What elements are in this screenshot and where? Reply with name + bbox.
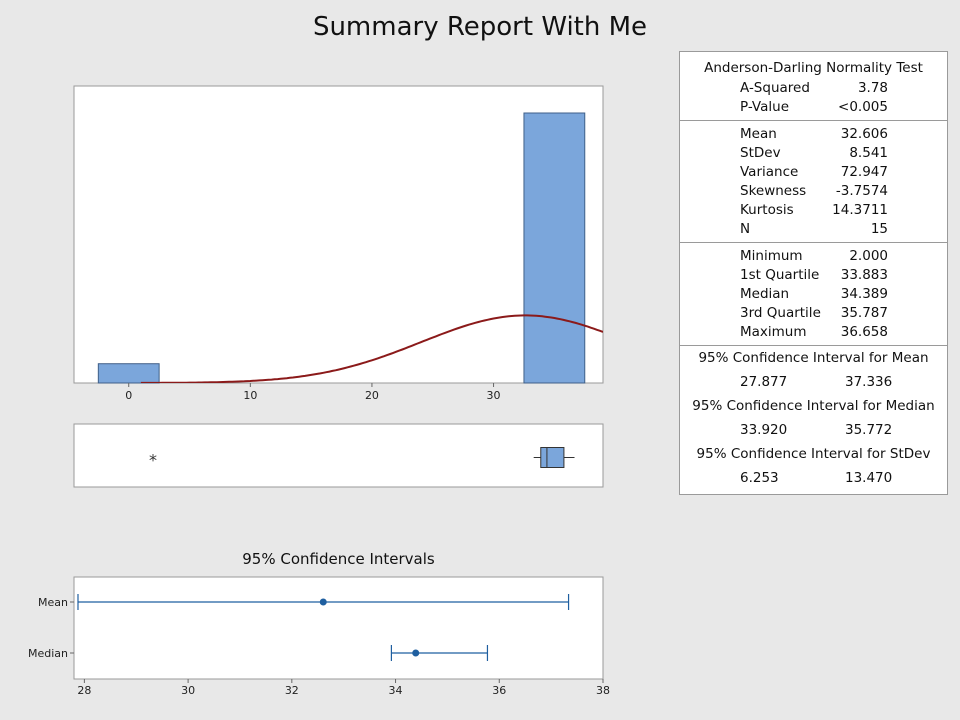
- quantiles-section: Minimum 2.000 1st Quartile 33.883 Median…: [680, 243, 947, 346]
- stat-label: Variance: [740, 164, 799, 180]
- report-title: Summary Report With Me: [312, 12, 648, 42]
- stat-value: 33.883: [840, 267, 888, 283]
- stat-value: 35.787: [840, 305, 888, 321]
- stat-label: Mean: [740, 126, 777, 142]
- interval-category-label: Median: [28, 647, 68, 660]
- histogram-bar: [97, 363, 160, 384]
- ci-chart-title: 95% Confidence Intervals: [242, 550, 435, 568]
- normality-test-section: Anderson-Darling Normality Test A-Square…: [680, 52, 947, 121]
- stat-value: 34.389: [840, 286, 888, 302]
- stat-label: N: [740, 221, 751, 237]
- x-tick-label: 10: [243, 389, 257, 402]
- stat-value: 8.541: [849, 145, 888, 161]
- histogram-panel: 0 10 20 30: [73, 85, 604, 402]
- x-tick-label: 30: [487, 389, 501, 402]
- stats-panel: Anderson-Darling Normality Test A-Square…: [679, 51, 948, 495]
- x-tick-label: 36: [492, 684, 506, 697]
- stat-row: 1st Quartile 33.883: [680, 266, 947, 285]
- x-tick-label: 34: [389, 684, 403, 697]
- stat-row: StDev 8.541: [680, 144, 947, 163]
- stat-row: Minimum 2.000: [680, 247, 947, 266]
- normal-fit-curve: [140, 314, 603, 383]
- stat-value: 3.78: [857, 80, 888, 96]
- stat-label: Minimum: [740, 248, 803, 264]
- ci-upper: 13.470: [845, 470, 893, 486]
- stat-value: 72.947: [840, 164, 888, 180]
- boxplot-plot-area: [73, 423, 604, 488]
- x-tick-label: 28: [77, 684, 91, 697]
- stat-label: 1st Quartile: [740, 267, 820, 283]
- histogram-bar: [523, 112, 586, 384]
- stat-label: A-Squared: [740, 80, 810, 96]
- ci-mean-heading: 95% Confidence Interval for Mean: [698, 350, 929, 366]
- ci-stdev-values: 6.253 13.470: [680, 466, 947, 490]
- stat-value: 14.3711: [832, 202, 888, 218]
- stat-value: 36.658: [840, 324, 888, 340]
- interval-category-label: Mean: [38, 596, 68, 609]
- ci-median-values: 33.920 35.772: [680, 418, 947, 442]
- stat-row: Mean 32.606: [680, 125, 947, 144]
- ci-lower: 6.253: [740, 470, 779, 486]
- stat-label: StDev: [740, 145, 781, 161]
- stat-row: Median 34.389: [680, 285, 947, 304]
- stat-row: Variance 72.947: [680, 163, 947, 182]
- ci-upper: 35.772: [845, 422, 893, 438]
- stat-value: 2.000: [849, 248, 888, 264]
- confidence-interval-panel: Mean Median 28 30 32 34 36 38: [28, 576, 610, 697]
- stat-label: Skewness: [740, 183, 807, 199]
- x-tick-label: 20: [365, 389, 379, 402]
- histogram-plot-area: [73, 85, 604, 384]
- stat-row: Kurtosis 14.3711: [680, 201, 947, 220]
- stat-value: 32.606: [840, 126, 888, 142]
- interval-estimate-point: [412, 649, 420, 657]
- stat-value: <0.005: [838, 99, 888, 115]
- stat-label: P-Value: [740, 99, 789, 115]
- stat-label: Maximum: [740, 324, 807, 340]
- ci-stdev-heading: 95% Confidence Interval for StDev: [696, 446, 931, 462]
- stat-value: -3.7574: [835, 183, 888, 199]
- stat-value: 15: [870, 221, 888, 237]
- stat-row: P-Value <0.005: [680, 98, 947, 117]
- stat-row: Maximum 36.658: [680, 323, 947, 342]
- ci-median-heading: 95% Confidence Interval for Median: [692, 398, 935, 414]
- x-tick-label: 30: [181, 684, 195, 697]
- ci-upper: 37.336: [845, 374, 893, 390]
- boxplot-outlier: *: [149, 451, 157, 470]
- stat-row: A-Squared 3.78: [680, 79, 947, 98]
- ci-mean-values: 27.877 37.336: [680, 370, 947, 394]
- stat-label: Kurtosis: [740, 202, 794, 218]
- x-tick-label: 32: [285, 684, 299, 697]
- interval-plot-area: [73, 576, 604, 680]
- stat-row: N 15: [680, 220, 947, 239]
- stat-label: 3rd Quartile: [740, 305, 821, 321]
- confidence-intervals-section: 95% Confidence Interval for Mean 27.877 …: [680, 346, 947, 490]
- ci-lower: 27.877: [740, 374, 788, 390]
- ci-lower: 33.920: [740, 422, 788, 438]
- stat-row: Skewness -3.7574: [680, 182, 947, 201]
- stat-label: Median: [740, 286, 790, 302]
- x-tick-label: 0: [125, 389, 132, 402]
- x-tick-label: 38: [596, 684, 610, 697]
- normality-test-heading: Anderson-Darling Normality Test: [704, 60, 923, 76]
- boxplot-box: [540, 447, 565, 468]
- stat-row: 3rd Quartile 35.787: [680, 304, 947, 323]
- boxplot-panel: *: [73, 423, 604, 488]
- moments-section: Mean 32.606 StDev 8.541 Variance 72.947 …: [680, 121, 947, 243]
- interval-estimate-point: [319, 598, 327, 606]
